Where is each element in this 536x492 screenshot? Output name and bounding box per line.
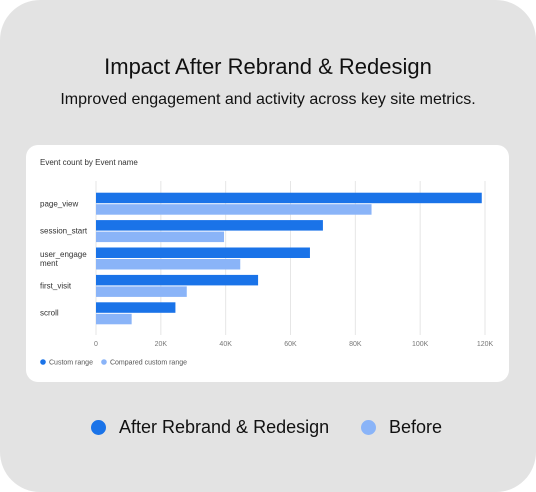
y-tick-label: scroll <box>40 308 59 318</box>
bar <box>96 286 187 297</box>
x-tick-label: 120K <box>477 341 494 348</box>
legend-label: Custom range <box>49 359 93 366</box>
legend-marker <box>40 359 46 365</box>
bar <box>96 259 241 270</box>
legend-item: Before <box>361 417 442 438</box>
y-tick-label: user_engagement <box>40 249 87 268</box>
legend: After Rebrand & Redesign Before <box>0 415 536 443</box>
chart-title: Event count by Event name <box>40 158 138 167</box>
x-tick-label: 60K <box>284 341 297 348</box>
legend-label: Compared custom range <box>110 359 187 366</box>
legend-marker <box>101 359 107 365</box>
legend-marker <box>91 420 106 435</box>
bar <box>96 313 132 325</box>
title: Impact After Rebrand & Redesign <box>104 54 432 79</box>
x-tick-label: 80K <box>349 341 362 348</box>
bar <box>96 247 310 258</box>
x-tick-label: 0 <box>94 341 98 348</box>
x-tick-label: 20K <box>155 341 168 348</box>
bar <box>96 274 259 286</box>
bar <box>96 204 372 215</box>
y-tick-label: session_start <box>40 226 88 236</box>
y-tick-label: page_view <box>40 199 79 209</box>
legend-label: Before <box>389 417 443 437</box>
subtitle: Improved engagement and activity across … <box>60 91 476 108</box>
legend-marker <box>361 420 376 435</box>
legend-label: After Rebrand & Redesign <box>119 417 330 437</box>
x-tick-label: 100K <box>412 341 429 348</box>
bar <box>96 302 176 313</box>
bar <box>96 231 225 243</box>
bar <box>96 192 482 204</box>
bar <box>96 220 323 231</box>
x-tick-label: 40K <box>219 341 232 348</box>
y-tick-label: first_visit <box>40 281 72 291</box>
legend-item: After Rebrand & Redesign <box>91 417 329 438</box>
